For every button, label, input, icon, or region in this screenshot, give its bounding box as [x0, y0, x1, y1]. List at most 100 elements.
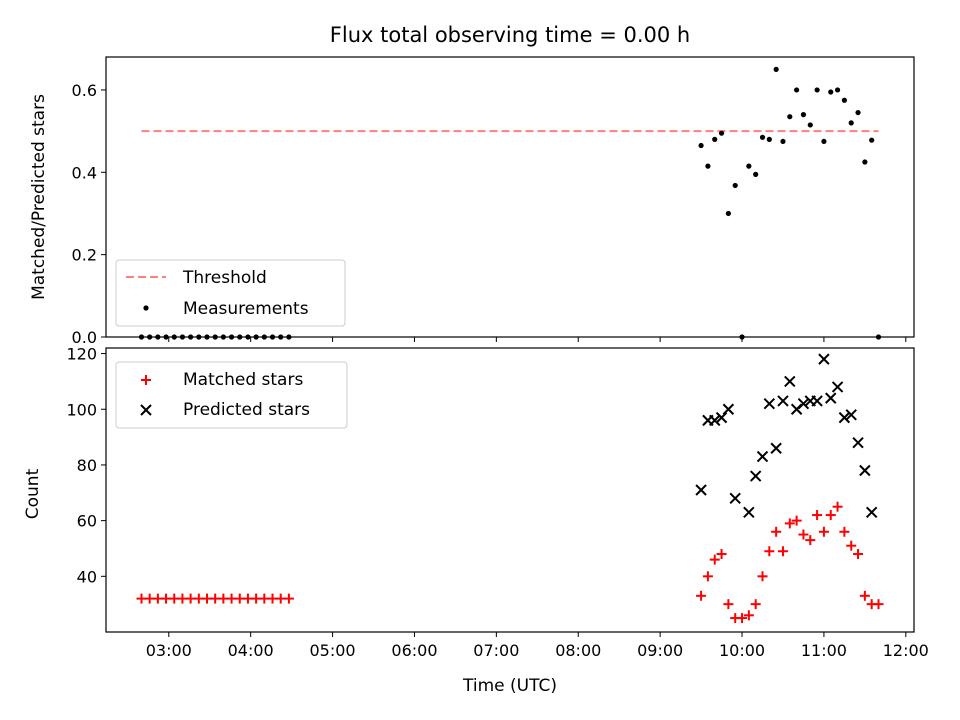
matched-stars-point — [723, 599, 734, 610]
measurements-point — [841, 97, 847, 103]
bottom-axis-ticks: 03:00 04:00 05:00 06:00 07:00 08:00 09:00 10:00… — [66, 345, 928, 660]
predicted-stars-point — [831, 381, 844, 393]
measurements-point — [807, 122, 813, 128]
measurements-point — [746, 163, 752, 169]
predicted-stars-point — [811, 395, 823, 407]
measurements-point — [753, 171, 759, 177]
matched-stars-point — [716, 549, 727, 560]
matched-stars-point — [846, 540, 857, 551]
matched-stars-legend-swatch — [141, 375, 151, 385]
bottom-plot-area — [136, 353, 884, 624]
predicted-stars-point — [838, 411, 851, 424]
predicted-stars-point — [722, 403, 735, 415]
measurements-point — [800, 112, 807, 118]
top-y-tick-label: 0.0 — [72, 328, 97, 347]
predicted-stars-legend-swatch — [140, 404, 152, 416]
matched-stars-point — [777, 546, 788, 557]
matched-stars-point — [702, 571, 713, 582]
threshold-legend-label: Threshold — [182, 268, 267, 288]
bottom-panel: Count 03:00 04:00 05:00 06:00 07:00 08:00 09:0… — [23, 345, 929, 660]
matched-stars-point — [798, 529, 809, 540]
bottom-y-tick-label: 120 — [66, 345, 97, 364]
x-tick-label: 06:00 — [391, 641, 437, 660]
x-tick-label: 12:00 — [883, 641, 929, 660]
matched-stars-point — [737, 613, 748, 624]
bottom-y-tick-label: 100 — [66, 400, 97, 419]
x-tick-label: 10:00 — [719, 641, 765, 660]
matched-stars-point — [825, 510, 836, 521]
bottom-y-axis-label: Count — [23, 468, 43, 519]
x-tick-label: 04:00 — [228, 641, 274, 660]
measurements-point — [821, 138, 827, 145]
measurements-point — [834, 87, 841, 93]
predicted-stars-point — [852, 436, 864, 449]
matched-stars-point — [873, 599, 884, 610]
top-panel: Matched/Predicted stars 0.0 0.2 0.4 0.6 Thr… — [29, 56, 915, 347]
measurements-point — [869, 137, 875, 143]
matched-stars-point — [764, 546, 775, 557]
matched-stars-point — [832, 501, 843, 512]
x-tick-label: 08:00 — [555, 641, 601, 660]
matched-stars-point — [791, 515, 802, 526]
predicted-stars-point — [729, 492, 741, 505]
x-tick-label: 03:00 — [146, 641, 192, 660]
measurements-point — [814, 87, 820, 93]
bottom-y-tick-label: 80 — [77, 456, 97, 475]
top-y-tick-label: 0.2 — [72, 246, 97, 265]
measurements-point — [773, 66, 779, 72]
matched-stars-point — [859, 590, 870, 601]
x-tick-label: 07:00 — [473, 641, 519, 660]
matched-stars-point — [853, 549, 864, 560]
measurements-point — [855, 109, 861, 116]
predicted-stars-point — [859, 464, 871, 477]
top-legend-box — [115, 259, 346, 327]
measurements-point — [794, 87, 800, 93]
matched-stars-point — [757, 571, 768, 582]
predicted-stars-point — [818, 353, 830, 365]
x-tick-label: 11:00 — [801, 641, 847, 660]
measurements-point — [705, 163, 711, 169]
matched-stars-point — [283, 593, 294, 604]
predicted-stars-point — [865, 506, 878, 518]
measurements-point — [718, 130, 725, 136]
matched-stars-point — [812, 510, 823, 521]
predicted-stars-point — [715, 411, 728, 424]
matched-stars-point — [750, 599, 761, 610]
measurements-point — [780, 138, 786, 145]
bottom-legend: Matched stars Predicted stars — [115, 361, 348, 429]
x-tick-label: 05:00 — [310, 641, 356, 660]
top-y-tick-label: 0.6 — [72, 81, 97, 100]
chart-title: Flux total observing time = 0.00 h — [330, 23, 690, 47]
measurements-point — [828, 89, 834, 95]
predicted-stars-point — [784, 375, 796, 388]
measurements-point — [787, 114, 793, 120]
bottom-legend-box — [115, 361, 348, 429]
measurements-point — [732, 182, 738, 189]
matched-stars-point — [818, 526, 829, 537]
top-y-tick-label: 0.4 — [72, 163, 97, 182]
x-tick-label: 09:00 — [637, 641, 683, 660]
top-axes-frame — [105, 56, 915, 338]
matched-stars-point — [771, 526, 782, 537]
predicted-stars-point — [797, 397, 810, 410]
matched-stars-point — [839, 526, 850, 537]
matched-stars-point — [805, 535, 816, 546]
bottom-y-tick-label: 60 — [77, 512, 97, 531]
predicted-stars-point — [825, 392, 837, 404]
matched-stars-point — [784, 518, 795, 529]
top-y-axis-label: Matched/Predicted stars — [29, 94, 49, 300]
predicted-stars-legend-label: Predicted stars — [183, 400, 310, 420]
predicted-stars-point — [695, 484, 707, 496]
predicted-stars-point — [845, 409, 857, 421]
measurements-point — [725, 210, 731, 217]
top-legend: Threshold Measurements — [115, 259, 346, 327]
measurements-legend-label: Measurements — [183, 299, 309, 319]
bottom-y-tick-label: 40 — [77, 567, 97, 586]
matched-stars-point — [696, 590, 707, 601]
x-axis-label: Time (UTC) — [462, 676, 557, 696]
predicted-stars-point — [709, 414, 721, 427]
predicted-stars-point — [756, 450, 769, 463]
predicted-stars-point — [777, 395, 789, 407]
